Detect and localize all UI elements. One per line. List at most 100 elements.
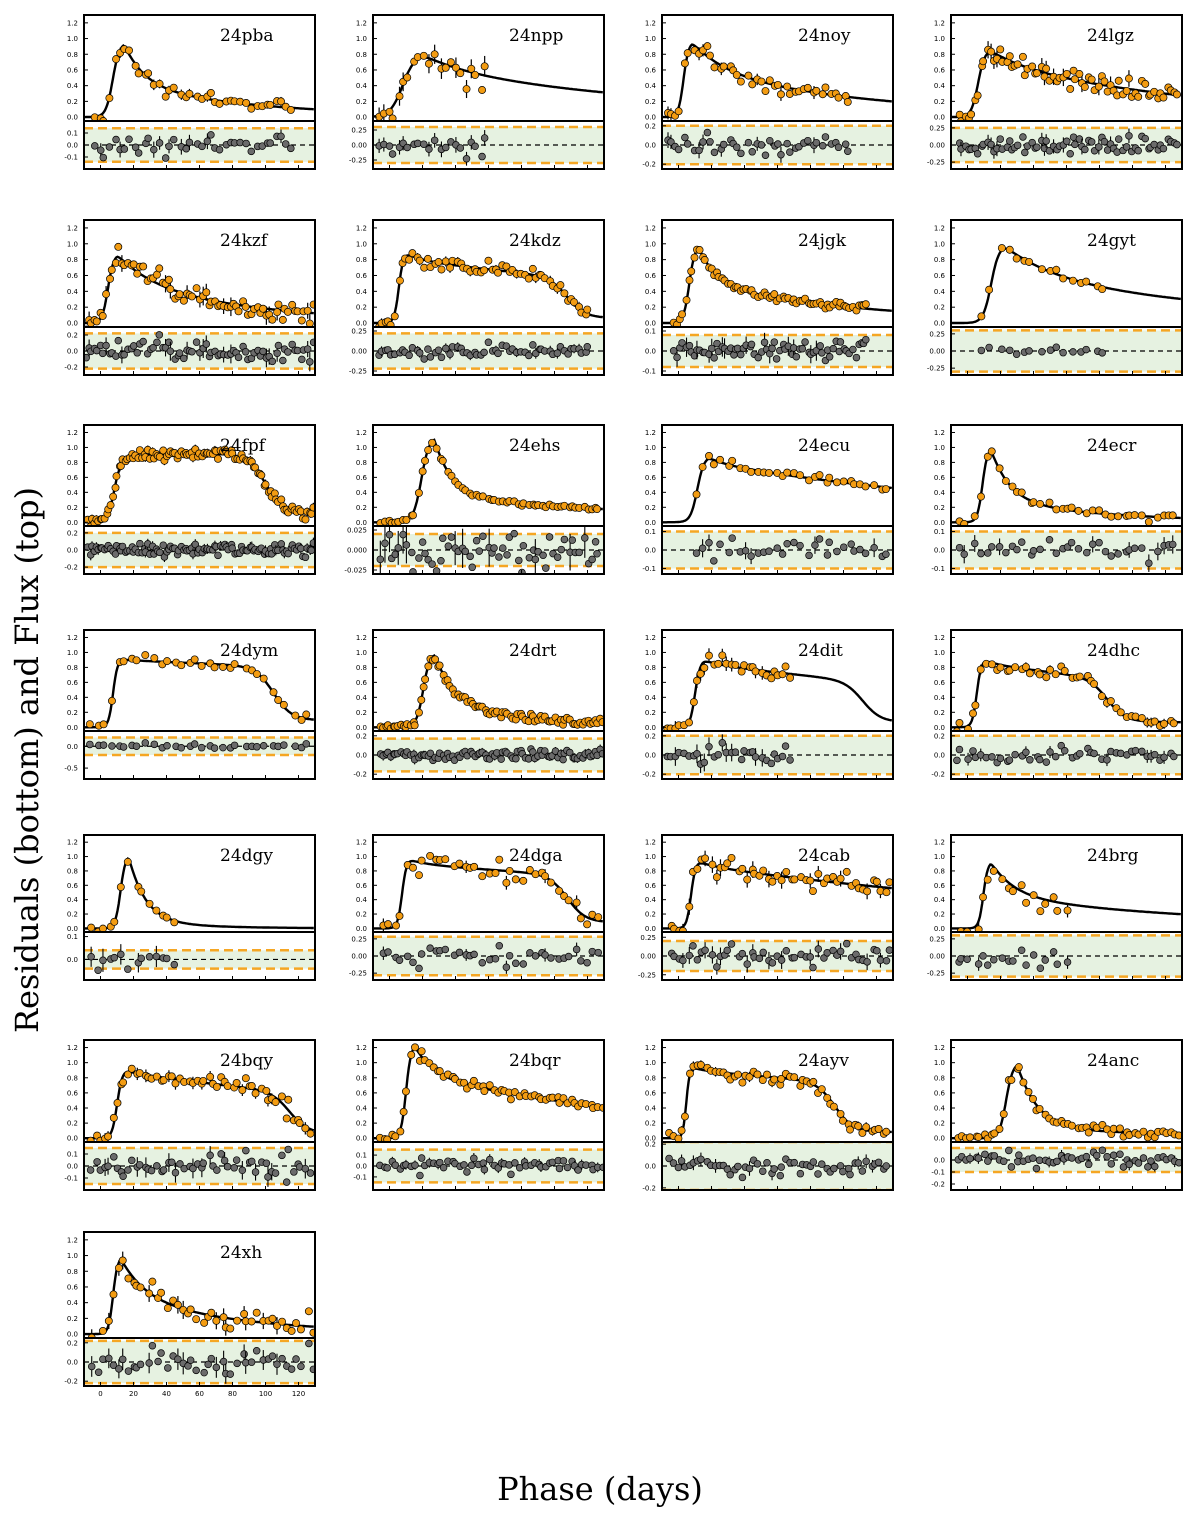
residual-point (385, 530, 394, 539)
flux-point (748, 80, 757, 89)
residual-point (1035, 755, 1044, 764)
flux-y-tick-label: 0.4 (645, 694, 657, 702)
flux-point (731, 660, 740, 669)
flux-point (1094, 82, 1103, 91)
flux-point (511, 875, 520, 884)
residual-point (705, 538, 713, 547)
flux-point (966, 1133, 974, 1142)
flux-y-tick-label: 0.6 (67, 679, 79, 687)
residual-point (279, 356, 287, 365)
residual-y-tick-label: 0.25 (351, 935, 367, 943)
residual-point (502, 963, 511, 972)
residual-point (836, 947, 845, 956)
flux-plot (951, 244, 1181, 325)
flux-point (759, 866, 768, 875)
flux-point (169, 83, 178, 92)
flux-point (1169, 719, 1178, 728)
flux-point (738, 864, 747, 873)
residual-point (104, 1162, 112, 1170)
residual-point (760, 338, 769, 347)
flux-y-tick-label: 1.2 (356, 429, 367, 437)
flux-y-tick-label: 0.6 (356, 882, 368, 890)
flux-point (583, 305, 592, 314)
residual-y-tick-label: 0.1 (645, 328, 656, 336)
flux-point (277, 97, 285, 106)
residual-y-tick-label: -0.2 (931, 771, 945, 779)
residual-point (220, 1156, 229, 1165)
residual-point (212, 1363, 221, 1372)
residual-plot (376, 1153, 604, 1180)
residual-point (974, 960, 983, 968)
flux-point (685, 718, 693, 727)
residual-y-tick-label: -0.2 (642, 161, 656, 169)
residual-point (1141, 134, 1150, 143)
flux-plot (951, 863, 1181, 932)
flux-point (990, 1129, 999, 1138)
flux-point (261, 480, 270, 489)
residual-point (977, 346, 986, 355)
residual-point (885, 946, 893, 954)
residual-frame (950, 1141, 1183, 1191)
flux-point (212, 1316, 221, 1325)
residual-point (287, 144, 295, 153)
flux-point (139, 262, 148, 271)
flux-point (1019, 1078, 1028, 1087)
residual-y-tick-label: -0.1 (931, 565, 945, 573)
flux-point (484, 256, 493, 265)
residual-point (403, 952, 412, 961)
panel-label: 24dit (798, 641, 843, 661)
residual-point (444, 542, 453, 550)
flux-point (297, 316, 306, 325)
flux-point (109, 1113, 118, 1122)
panel-label: 24bqr (509, 1051, 561, 1071)
residual-point (115, 1365, 123, 1373)
residual-point (747, 340, 756, 349)
flux-y-tick-label: 0.8 (645, 459, 656, 467)
residual-frame (661, 120, 894, 170)
flux-point (998, 875, 1007, 884)
flux-point (974, 1133, 983, 1142)
residual-y-tick-label: 0.00 (351, 142, 367, 150)
residual-point (852, 353, 861, 362)
residual-point (165, 142, 173, 151)
flux-point (1116, 708, 1125, 717)
flux-point (190, 655, 199, 664)
flux-point (411, 1043, 419, 1052)
flux-point (1014, 1063, 1023, 1072)
residual-point (1053, 960, 1062, 968)
residual-point (1145, 559, 1153, 567)
residual-point (738, 949, 747, 958)
residual-point (118, 542, 127, 551)
flux-point (106, 501, 115, 510)
residual-point (737, 755, 746, 764)
residual-y-tick-label: 0.0 (67, 142, 78, 150)
residual-point (188, 348, 196, 356)
flux-y-tick-label: 1.0 (67, 649, 78, 657)
flux-point (1032, 69, 1041, 78)
flux-y-tick-label: 0.8 (67, 256, 78, 264)
residual-point (287, 1365, 296, 1373)
flux-point (1069, 276, 1077, 285)
residual-point (575, 548, 583, 557)
residual-point (719, 140, 728, 149)
residual-point (726, 1170, 734, 1179)
flux-point (219, 1313, 228, 1322)
flux-point (423, 254, 432, 263)
flux-y-tick-label: 0.6 (645, 882, 657, 890)
flux-point (790, 875, 799, 884)
residual-point (202, 340, 211, 348)
residual-point (1033, 143, 1041, 151)
flux-point (1035, 670, 1044, 679)
residual-point (754, 353, 762, 362)
flux-plot (951, 447, 1181, 526)
flux-point (843, 98, 852, 106)
flux-y-tick-label: 0.6 (356, 474, 368, 482)
residual-point (713, 963, 721, 971)
residual-point (1052, 343, 1061, 351)
residual-point (862, 1157, 870, 1166)
flux-point (415, 256, 424, 265)
residual-point (226, 1370, 235, 1378)
residual-point (147, 1166, 156, 1175)
flux-y-tick-label: 0.2 (934, 304, 945, 312)
